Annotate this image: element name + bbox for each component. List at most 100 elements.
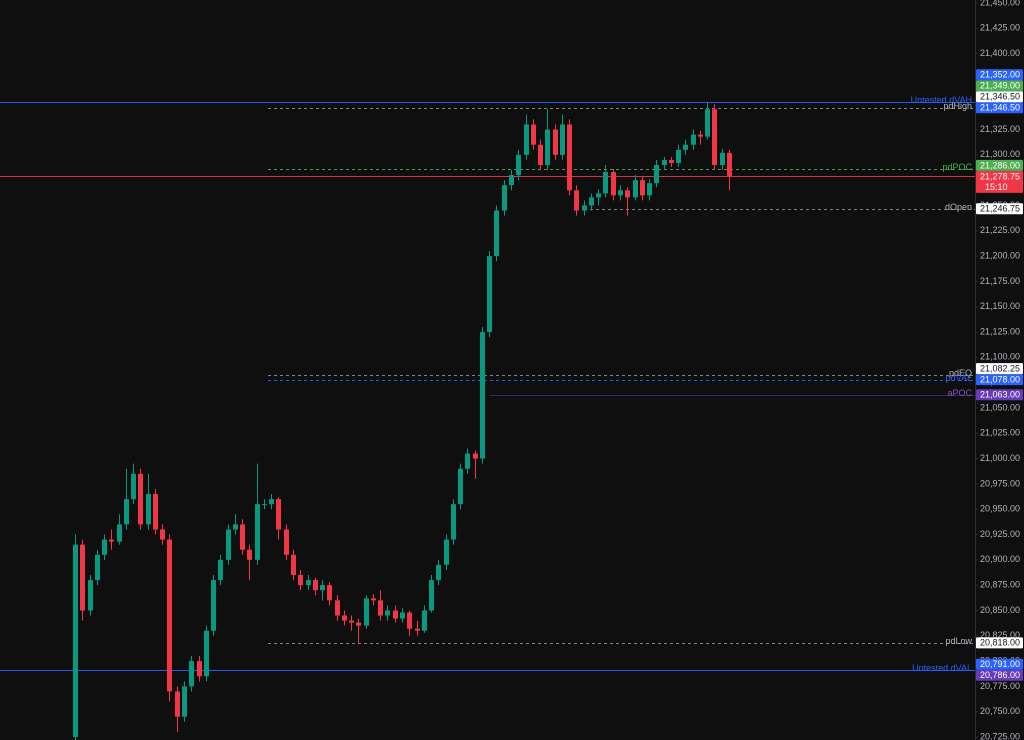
candle-body — [524, 124, 529, 155]
y-tick-label: 21,425.00 — [980, 23, 1020, 33]
price-badge-label: 21,352.00 — [980, 70, 1020, 80]
candle-body — [385, 610, 390, 616]
y-tick-label: 20,725.00 — [980, 731, 1020, 740]
y-tick-label: 20,750.00 — [980, 706, 1020, 716]
candle-body — [73, 544, 78, 737]
candle-body — [662, 159, 667, 165]
candle-body — [204, 630, 209, 677]
y-tick-label: 21,400.00 — [980, 48, 1020, 58]
candle-body — [313, 580, 318, 591]
y-tick-label: 21,225.00 — [980, 225, 1020, 235]
y-tick-label: 21,025.00 — [980, 428, 1020, 438]
y-tick-label: 21,450.00 — [980, 0, 1020, 7]
price-badge-label: 21,349.00 — [980, 81, 1020, 91]
candle-body — [611, 172, 616, 196]
price-badge — [976, 669, 1023, 681]
candle-body — [175, 691, 180, 717]
candle-body — [197, 661, 202, 677]
candle-body — [473, 453, 478, 459]
price-badge — [976, 80, 1023, 92]
candle-body — [226, 529, 231, 560]
level-name: pdHigh — [943, 101, 972, 111]
candle-body — [262, 504, 267, 506]
candle-body — [625, 190, 630, 198]
candle-body — [102, 539, 107, 555]
candle-body — [291, 554, 296, 576]
candle-body — [335, 600, 340, 616]
price-badge — [976, 91, 1023, 103]
level-name: Untested dVAH — [911, 95, 972, 105]
y-tick-label: 21,325.00 — [980, 124, 1020, 134]
candle-body — [306, 580, 311, 586]
price-badge-label: 21,063.00 — [980, 390, 1020, 400]
y-tick-label: 21,200.00 — [980, 250, 1020, 260]
candle-body — [444, 539, 449, 565]
candle-body — [131, 473, 136, 500]
candle-body — [582, 205, 587, 211]
price-badge — [976, 637, 1023, 649]
candle-body — [712, 109, 717, 165]
candle-body — [298, 575, 303, 586]
candle-body — [640, 180, 645, 196]
candle-body — [698, 134, 703, 137]
candle-body — [182, 686, 187, 717]
candle-body — [255, 504, 260, 560]
candle-body — [189, 661, 194, 687]
countdown-label: 15:10 — [985, 182, 1008, 192]
y-tick-label: 21,175.00 — [980, 276, 1020, 286]
candle-body — [654, 164, 659, 184]
candle-body — [327, 585, 332, 601]
price-badge — [976, 389, 1023, 401]
price-badge — [976, 363, 1023, 375]
level-name: pdEQ — [949, 368, 972, 378]
candle-body — [545, 129, 550, 165]
candle-body — [269, 499, 274, 505]
candle-body — [633, 180, 638, 198]
candle-body — [284, 529, 289, 555]
candle-body — [364, 598, 369, 626]
price-badge — [976, 159, 1023, 171]
candle-body — [422, 610, 427, 631]
candle-body — [502, 185, 507, 211]
candle-body — [480, 332, 485, 459]
candle-body — [574, 190, 579, 211]
candle-body — [567, 124, 572, 191]
price-badge-label: 20,791.00 — [980, 659, 1020, 669]
candle-body — [415, 628, 420, 631]
candle-body — [618, 190, 623, 196]
price-badge-label: 21,278.75 — [980, 171, 1020, 181]
y-tick-label: 20,825.00 — [980, 630, 1020, 640]
price-badge-label: 21,286.00 — [980, 160, 1020, 170]
candle-body — [429, 580, 434, 611]
candle-body — [240, 524, 245, 550]
candle-body — [400, 612, 405, 619]
candle-body — [167, 539, 172, 692]
candle-body — [494, 210, 499, 257]
candle-body — [276, 499, 281, 530]
candle-body — [211, 580, 216, 631]
candle-body — [669, 159, 674, 163]
price-badge — [976, 658, 1023, 670]
candle-body — [560, 124, 565, 155]
y-tick-label: 21,000.00 — [980, 453, 1020, 463]
candle-body — [117, 524, 122, 542]
candle-body — [691, 134, 696, 145]
y-tick-label: 20,775.00 — [980, 681, 1020, 691]
level-name: dOpen — [945, 202, 972, 212]
price-badge — [976, 102, 1023, 114]
level-name: pdVAL — [946, 373, 972, 383]
candle-body — [247, 549, 252, 560]
level-name: pdLow — [945, 636, 972, 646]
candle-body — [553, 129, 558, 155]
price-badge-label: 21,346.50 — [980, 103, 1020, 113]
y-tick-label: 20,925.00 — [980, 529, 1020, 539]
y-tick-label: 21,100.00 — [980, 352, 1020, 362]
candle-body — [683, 144, 688, 150]
y-tick-label: 21,050.00 — [980, 402, 1020, 412]
price-badge-label: 21,082.25 — [980, 363, 1020, 373]
candle-body — [720, 152, 725, 165]
y-tick-label: 21,150.00 — [980, 301, 1020, 311]
